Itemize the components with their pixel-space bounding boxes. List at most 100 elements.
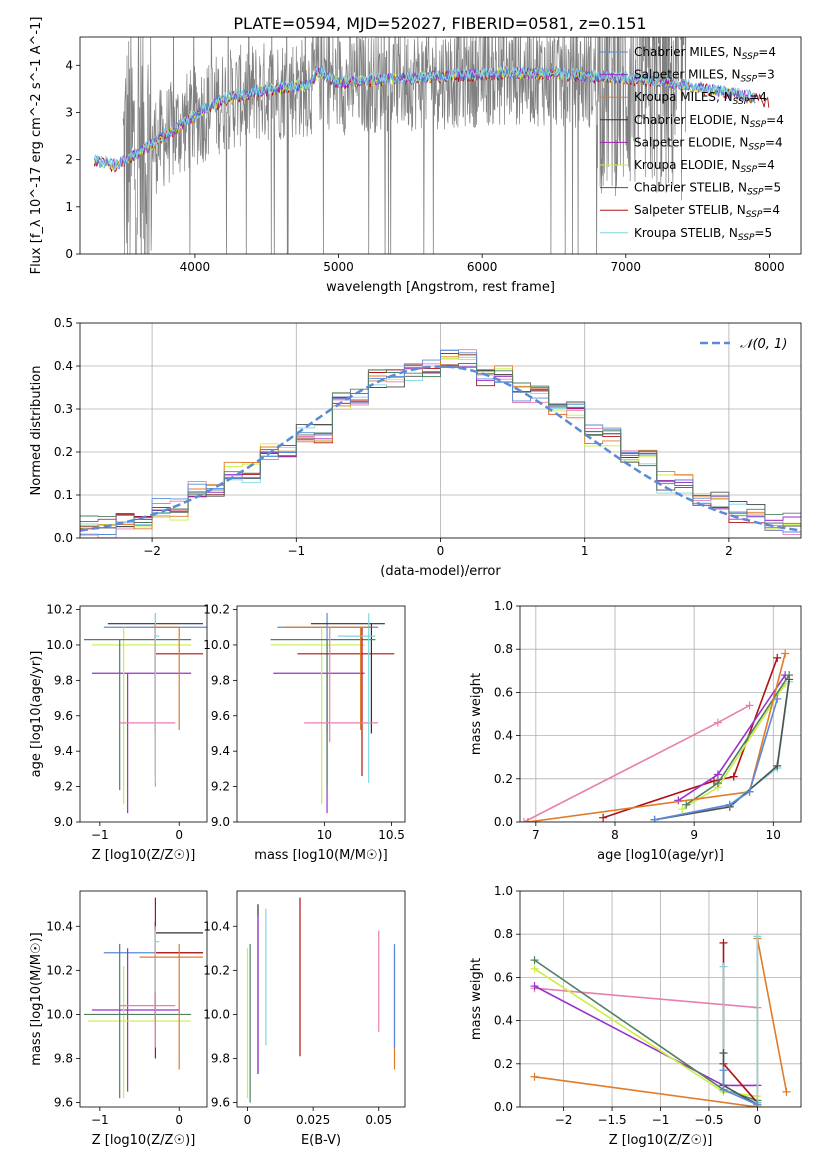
data-point-marker	[713, 779, 722, 788]
error-bar-point	[91, 672, 192, 814]
legend-sub: SSP	[750, 120, 767, 130]
x-tick-label: 4000	[180, 260, 211, 274]
error-bar-point	[91, 627, 192, 805]
x-tick-label: −1	[652, 1113, 670, 1127]
x-tick-label: 0	[754, 1113, 762, 1127]
x-tick-label: 0	[244, 1113, 252, 1127]
series-line	[722, 942, 759, 1104]
grid	[520, 606, 801, 822]
error-bar-point	[297, 627, 395, 776]
data-point-marker	[773, 694, 782, 703]
histogram-step-line	[80, 349, 801, 535]
plot-area	[270, 613, 395, 814]
error-bar-point	[270, 639, 376, 791]
data-point-marker	[719, 1049, 728, 1057]
x-axis-label: mass [log10(M/M☉)]	[254, 848, 387, 863]
y-tick-label: 10.0	[46, 1007, 73, 1021]
y-axis-label: mass weight	[469, 958, 484, 1040]
y-tick-label: 0.5	[54, 316, 73, 330]
legend-tail: =5	[764, 181, 782, 195]
legend-tail: =3	[757, 68, 775, 82]
series	[682, 671, 794, 809]
legend-sub: SSP	[742, 52, 759, 62]
data-point-marker	[678, 805, 687, 814]
axes-frame	[79, 322, 802, 539]
y-tick-label: 9.6	[211, 1096, 230, 1110]
legend-label: Chabrier STELIB, N	[634, 181, 747, 195]
error-bar-point	[304, 627, 379, 743]
x-tick-label: 10.5	[378, 828, 405, 842]
data-point-marker	[520, 818, 528, 822]
y-tick-label: 0.0	[494, 1100, 513, 1114]
data-point-marker	[725, 800, 734, 809]
plot-area	[520, 606, 801, 822]
series-line	[654, 679, 790, 821]
plot-area	[520, 891, 801, 1107]
y-tick-label: 2	[65, 153, 73, 167]
legend-sub: SSP	[733, 97, 750, 107]
plot-area	[83, 613, 207, 814]
series	[530, 956, 762, 1105]
x-tick-label: −2	[143, 544, 161, 558]
y-tick-label: 9.0	[54, 815, 73, 829]
legend-label: Chabrier MILES, N	[634, 45, 742, 59]
y-axis-label: mass [log10(M/M☉)]	[29, 932, 44, 1065]
y-tick-label: 10.0	[46, 638, 73, 652]
axes-frame	[236, 890, 406, 1108]
data-point-marker	[781, 649, 790, 658]
y-tick-label: 9.8	[211, 1052, 230, 1066]
legend-tail: =4	[765, 135, 783, 149]
legend-sub: SSP	[741, 75, 758, 85]
legend-tail: =5	[754, 226, 772, 240]
legend-entry: Chabrier MILES, NSSP=4	[634, 45, 776, 62]
legend-entry: Salpeter STELIB, NSSP=4	[634, 203, 780, 220]
x-tick-label: 0	[437, 544, 445, 558]
y-tick-label: 10.0	[203, 638, 230, 652]
error-bar-point	[273, 672, 365, 814]
x-axis-label: Z [log10(Z/Z☉)]	[92, 848, 196, 863]
y-tick-label: 10.2	[46, 603, 73, 617]
series	[520, 701, 754, 822]
error-bar-point	[310, 623, 385, 734]
y-tick-label: 9.2	[211, 780, 230, 794]
legend-entry: 𝒩(0, 1)	[740, 337, 787, 352]
series-line	[602, 657, 779, 819]
plot-area	[83, 897, 204, 1099]
y-tick-label: 9.8	[54, 673, 73, 687]
y-tick-label: 10.2	[46, 963, 73, 977]
legend-sub: SSP	[747, 188, 764, 198]
y-tick-label: 9.4	[211, 744, 230, 758]
x-tick-label: 0	[175, 1113, 183, 1127]
series	[650, 694, 782, 822]
x-tick-label: 0.05	[365, 1113, 392, 1127]
data-point-marker	[773, 761, 782, 770]
data-point-marker	[745, 701, 754, 710]
figure-title: PLATE=0594, MJD=52027, FIBERID=0581, z=0…	[233, 14, 646, 33]
y-tick-label: 0.3	[54, 402, 73, 416]
data-point-marker	[729, 772, 738, 781]
y-tick-label: 0.4	[54, 359, 73, 373]
y-tick-label: 0.2	[494, 1057, 513, 1071]
legend-tail: =4	[757, 158, 775, 172]
x-axis-label: Z [log10(Z/Z☉)]	[92, 1133, 196, 1148]
x-axis-label: Z [log10(Z/Z☉)]	[609, 1133, 713, 1148]
x-tick-label: −1.5	[597, 1113, 626, 1127]
axes-frame	[519, 890, 802, 1108]
axes-massweight_vs_Z: −2 −1.5 −1 −0.5 0 0.0 0.2 0.4 0.6 0.8 1.0 Z [log10(…	[469, 884, 802, 1148]
x-tick-label: −1	[287, 544, 305, 558]
data-point-marker	[782, 1087, 791, 1096]
series-line	[527, 653, 786, 822]
legend-tail: =4	[749, 90, 767, 104]
data-point-marker	[523, 818, 532, 822]
y-tick-label: 0.0	[494, 815, 513, 829]
series-line	[654, 681, 790, 821]
x-axis-label: age [log10(age/yr)]	[597, 848, 724, 863]
data-point-marker	[719, 1066, 728, 1075]
series	[599, 653, 782, 822]
plot-area	[93, 37, 770, 254]
plot-area	[80, 323, 801, 538]
data-point-marker	[530, 964, 539, 973]
y-tick-label: 9.8	[54, 1052, 73, 1066]
axes-age_vs_mass: 10 10.5 9.0 9.2 9.4 9.6 9.8 10.0 10.2 mass [log10…	[203, 603, 406, 863]
legend-label: Chabrier ELODIE, N	[634, 113, 750, 127]
